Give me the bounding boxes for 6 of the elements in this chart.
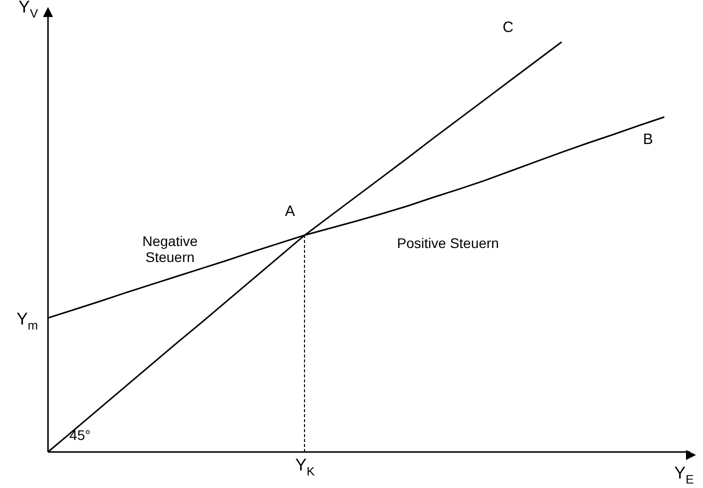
annotation: Negative Steuern bbox=[142, 232, 198, 265]
text: C bbox=[502, 19, 514, 36]
annotation: Positive Steuern bbox=[397, 234, 499, 251]
annotation: A bbox=[285, 203, 296, 220]
annotation: B bbox=[643, 131, 654, 148]
annotation: 45° bbox=[69, 426, 91, 443]
